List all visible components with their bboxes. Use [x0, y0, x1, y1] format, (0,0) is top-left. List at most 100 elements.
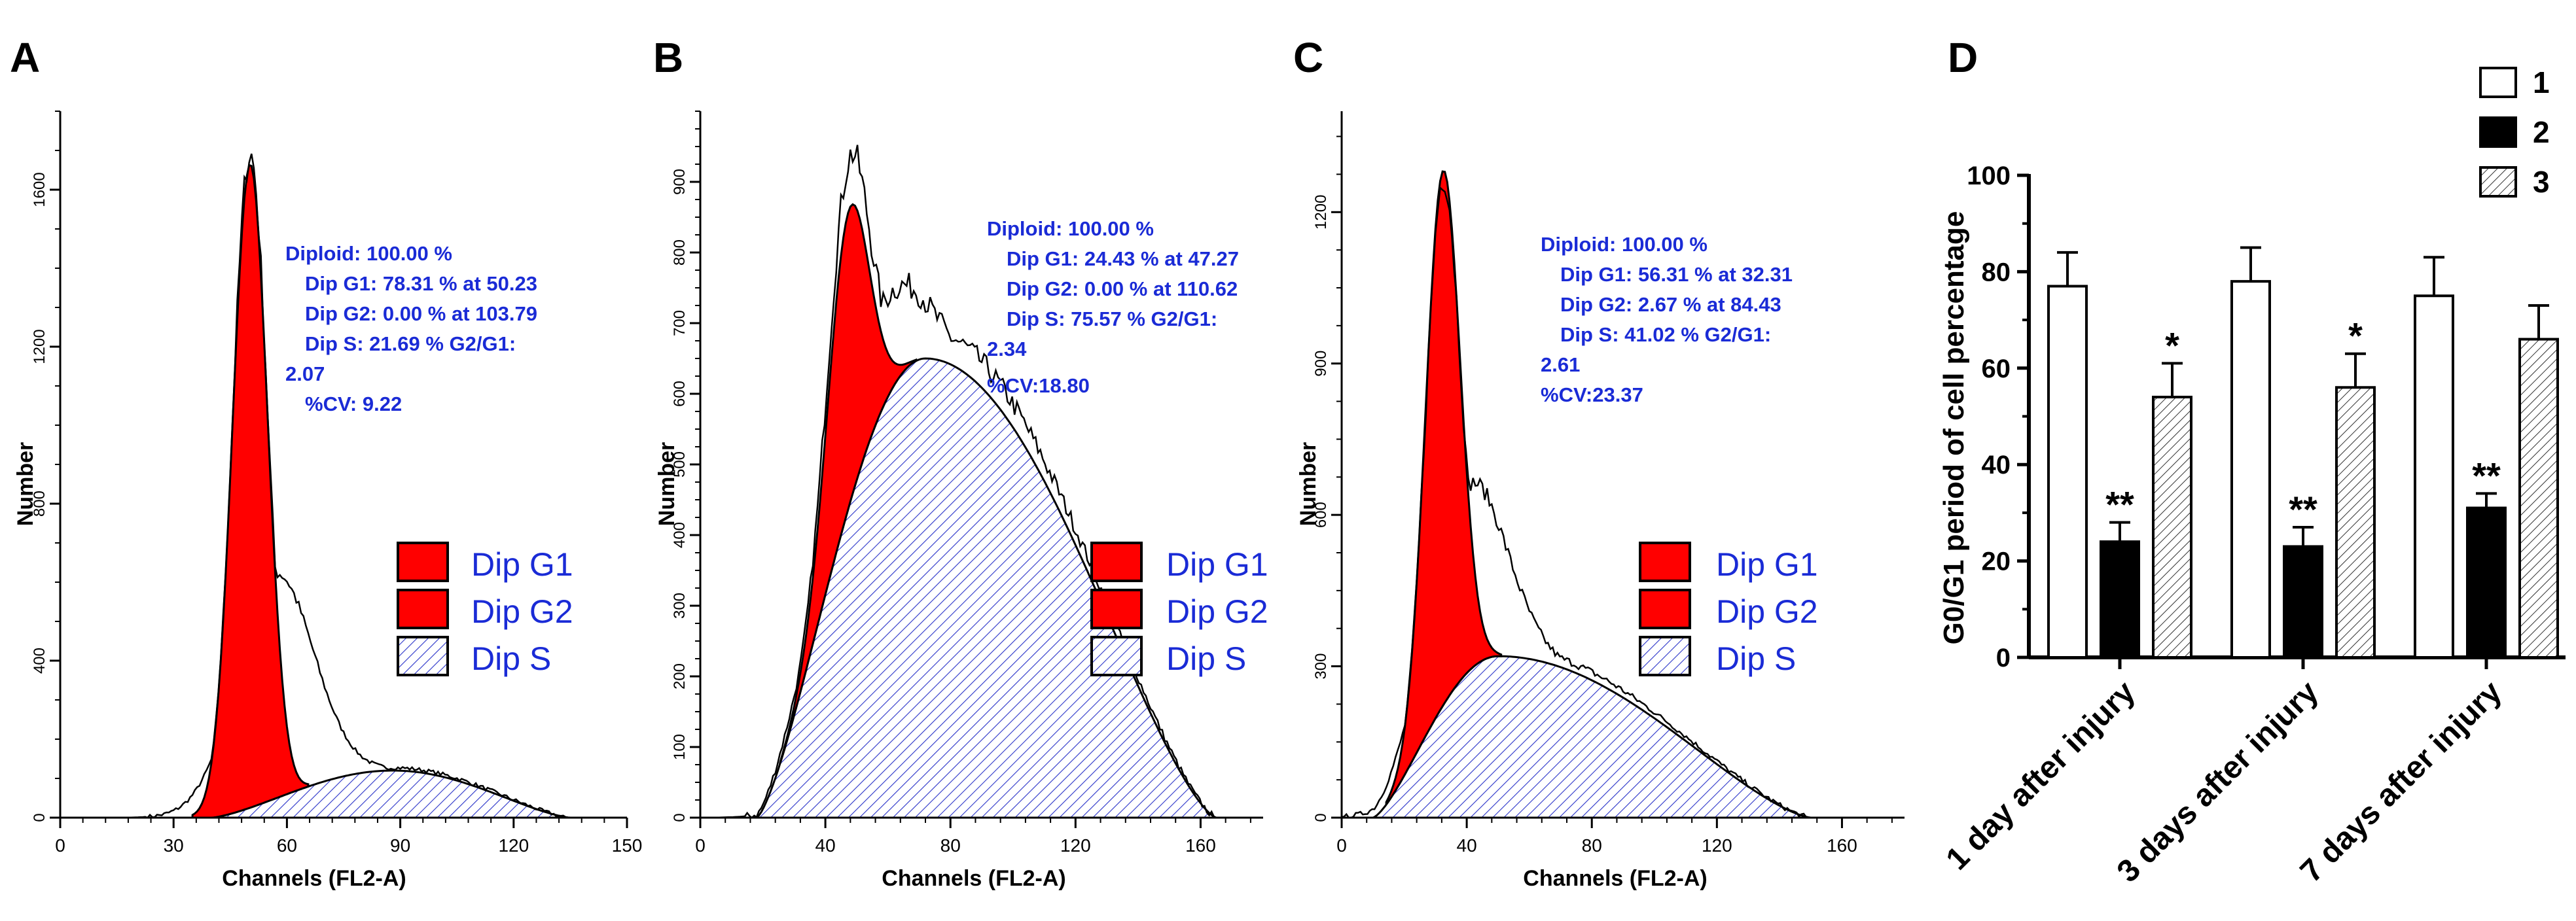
legend-swatch-s — [1090, 636, 1143, 676]
x-tick-label: 160 — [1185, 835, 1216, 856]
legend-swatch-s — [1639, 636, 1691, 676]
bar-series-1 — [2047, 285, 2088, 659]
stats-line: Dip S: 41.02 % G2/G1: — [1560, 323, 1771, 346]
y-tick-label: 0 — [1312, 813, 1330, 822]
stats-block-a: Diploid: 100.00 % Dip G1: 78.31 % at 50.… — [285, 242, 537, 415]
category-label: 7 days after injury — [2294, 674, 2509, 889]
legend-swatch-g1 — [1639, 542, 1691, 582]
stats-line: 2.34 — [987, 338, 1027, 360]
d-y-tick-label: 0 — [1996, 644, 2011, 672]
legend-label-s: Dip S — [1716, 640, 1796, 677]
x-tick-label: 90 — [390, 835, 410, 856]
y-tick-label: 800 — [671, 239, 689, 266]
y-tick-label: 1600 — [31, 172, 48, 207]
bar-series-2 — [2100, 540, 2140, 659]
x-tick-label: 120 — [1060, 835, 1091, 856]
legend-label-g1: Dip G1 — [1166, 546, 1268, 583]
y-tick-label: 100 — [671, 734, 689, 760]
legend-label-g2: Dip G2 — [1716, 593, 1818, 630]
y-tick-label: 900 — [671, 169, 689, 195]
raw-histogram-line — [700, 145, 1263, 819]
x-tick-label: 150 — [612, 835, 643, 856]
stats-line: Diploid: 100.00 % — [1541, 233, 1708, 256]
y-axis-label-d: G0/G1 period of cell percentage — [1938, 211, 1970, 645]
x-tick-label: 30 — [164, 835, 184, 856]
d-y-tick-label: 40 — [1982, 451, 2011, 479]
category-label: 1 day after injury — [1940, 674, 2142, 877]
d-y-tick-label: 80 — [1982, 258, 2011, 287]
x-tick-label: 40 — [1457, 835, 1477, 856]
y-tick-label: 1200 — [31, 329, 48, 364]
legend-swatch-g2 — [1639, 589, 1691, 629]
legend-label-g1: Dip G1 — [1716, 546, 1818, 583]
stats-line: %CV: 9.22 — [305, 392, 402, 415]
x-tick-label: 60 — [277, 835, 297, 856]
histogram-panel-b: B 0 40 80 120 160 0 100 200 300 400 500 600 700 800 90… — [653, 34, 1268, 891]
d-y-tick-label: 60 — [1982, 355, 2011, 383]
x-tick-label: 160 — [1827, 835, 1857, 856]
legend-label-g2: Dip G2 — [1166, 593, 1268, 630]
x-axis-label-a: Channels (FL2-A) — [222, 866, 406, 891]
significance-marker: ** — [2472, 455, 2501, 496]
legend-swatch-2 — [2479, 116, 2517, 148]
x-axis-label-b: Channels (FL2-A) — [882, 866, 1065, 891]
stats-block-b: Diploid: 100.00 % Dip G1: 24.43 % at 47.… — [987, 217, 1239, 397]
stats-line: Dip S: 75.57 % G2/G1: — [1007, 307, 1217, 330]
y-tick-label: 600 — [671, 381, 689, 407]
legend-label-3: 3 — [2533, 165, 2550, 199]
legend-label-g2: Dip G2 — [471, 593, 573, 630]
legend-b: Dip G1 Dip G2 Dip S — [1090, 542, 1268, 677]
stats-line: %CV:23.37 — [1541, 383, 1643, 406]
x-tick-label: 80 — [1582, 835, 1602, 856]
stats-line: Dip G1: 78.31 % at 50.23 — [305, 272, 537, 295]
bar-series-1 — [2414, 294, 2454, 659]
dip-g1-peak — [779, 203, 918, 765]
d-y-tick-label: 20 — [1982, 547, 2011, 576]
legend-swatch-3 — [2479, 166, 2517, 198]
histogram-plot-c: 0 40 80 120 160 0 300 600 900 1200 — [1312, 111, 1905, 856]
bar-series-3 — [2335, 386, 2376, 659]
legend-label-g1: Dip G1 — [471, 546, 573, 583]
stats-line: Dip S: 21.69 % G2/G1: — [305, 332, 516, 355]
stats-line: Dip G1: 24.43 % at 47.27 — [1007, 247, 1239, 270]
x-tick-label: 120 — [498, 835, 529, 856]
y-tick-label: 400 — [31, 648, 48, 674]
stats-line: Dip G2: 2.67 % at 84.43 — [1560, 293, 1781, 316]
panel-letter-d: D — [1948, 34, 1978, 81]
legend-label-s: Dip S — [471, 640, 551, 677]
y-tick-label: 600 — [1312, 502, 1330, 528]
bar-series-3 — [2152, 396, 2192, 659]
legend-swatch-g1 — [1090, 542, 1143, 582]
y-tick-label: 900 — [1312, 351, 1330, 377]
significance-marker: ** — [2289, 489, 2317, 530]
legend-a: Dip G1 Dip G2 Dip S — [397, 542, 573, 677]
category-label: 3 days after injury — [2111, 674, 2325, 889]
significance-marker: * — [2165, 324, 2179, 366]
y-tick-label: 500 — [671, 451, 689, 478]
bar-series-2 — [2466, 506, 2507, 659]
legend-swatch-g1 — [397, 542, 449, 582]
d-y-tick-label: 100 — [1967, 162, 2011, 190]
y-tick-label: 400 — [671, 522, 689, 548]
stats-line: Diploid: 100.00 % — [285, 242, 452, 265]
y-tick-label: 300 — [671, 593, 689, 619]
legend-label-1: 1 — [2533, 65, 2550, 99]
legend-swatch-g2 — [397, 589, 449, 629]
stats-line: Dip G2: 0.00 % at 110.62 — [1007, 277, 1238, 300]
legend-label-s: Dip S — [1166, 640, 1246, 677]
y-axis-label-b: Number — [654, 442, 679, 526]
bar-series-1 — [2230, 280, 2271, 659]
bar-series-3 — [2518, 338, 2559, 659]
legend-label-2: 2 — [2533, 115, 2550, 149]
bar-series-2 — [2283, 545, 2323, 659]
stats-line: Dip G1: 56.31 % at 32.31 — [1560, 263, 1793, 286]
x-tick-label: 80 — [940, 835, 961, 856]
legend-swatch-g2 — [1090, 589, 1143, 629]
stats-line: Dip G2: 0.00 % at 103.79 — [305, 302, 537, 325]
stats-line: 2.61 — [1541, 353, 1580, 376]
panel-letter-a: A — [10, 34, 40, 81]
y-tick-label: 1200 — [1312, 195, 1330, 230]
